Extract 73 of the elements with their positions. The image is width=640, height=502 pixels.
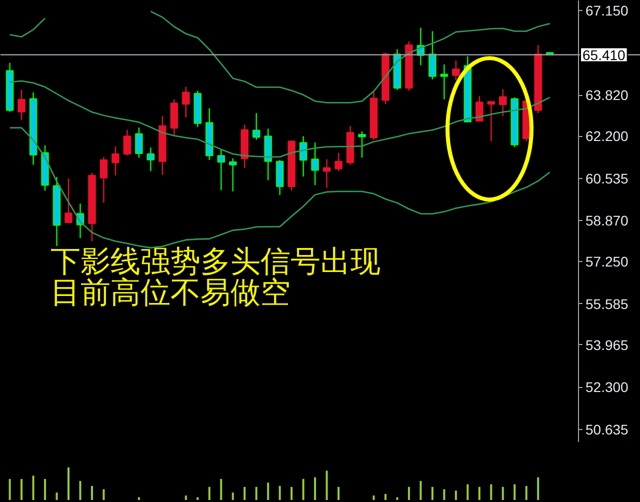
y-tick-label: 52.300 <box>586 379 629 396</box>
bar <box>466 484 469 500</box>
bar <box>278 486 281 500</box>
candlestick <box>18 89 26 121</box>
bar <box>232 492 234 500</box>
y-tick-label: 67.150 <box>586 2 629 19</box>
candlestick <box>440 64 448 100</box>
ref-line-label: 65.410 <box>582 46 626 63</box>
bar <box>220 478 222 500</box>
annotation: 目前高位不易做空 <box>50 276 290 311</box>
bar <box>420 480 422 500</box>
bar <box>478 486 480 500</box>
bar <box>454 490 457 500</box>
candlestick <box>228 158 237 192</box>
bar <box>338 486 340 500</box>
line-series <box>9 127 551 248</box>
bar <box>32 476 34 500</box>
y-tick-label: 63.820 <box>586 87 629 104</box>
candlestick <box>498 88 507 117</box>
candlestick <box>123 129 132 156</box>
y-tick-label: 62.200 <box>586 128 629 144</box>
bar <box>372 496 375 500</box>
bar <box>502 486 504 500</box>
bar <box>79 480 82 500</box>
candlestick <box>64 178 72 223</box>
bar <box>314 477 316 500</box>
candlestick <box>217 149 226 191</box>
candlestick <box>112 146 120 176</box>
bar <box>443 489 446 500</box>
candlestick <box>322 158 331 188</box>
bar <box>326 470 328 500</box>
candlestick <box>252 112 260 140</box>
bar <box>490 484 492 500</box>
candlestick <box>135 126 143 158</box>
bar <box>208 486 210 500</box>
bar <box>8 478 11 500</box>
bar <box>90 486 93 500</box>
bar <box>290 486 293 500</box>
bar <box>396 497 398 500</box>
candlestick <box>100 156 108 204</box>
bar <box>184 496 187 500</box>
y-tick-label: 58.870 <box>586 212 629 229</box>
candlestick <box>146 146 155 172</box>
bar <box>20 478 23 500</box>
bar <box>302 478 304 500</box>
bar <box>196 497 199 500</box>
candlestick <box>358 130 366 158</box>
bar <box>68 467 70 500</box>
y-tick-label: 55.585 <box>586 296 629 312</box>
candlestick <box>476 95 484 122</box>
bar <box>537 477 540 500</box>
bar <box>431 486 434 500</box>
y-tick-label: 50.635 <box>586 421 629 438</box>
bar <box>44 478 46 500</box>
bar <box>408 486 410 500</box>
bar <box>244 486 246 500</box>
y-tick-label: 60.535 <box>586 170 629 186</box>
y-tick-label: 53.965 <box>586 336 629 353</box>
bar <box>138 497 140 500</box>
candlestick <box>487 100 496 142</box>
bar <box>56 492 58 500</box>
candlestick <box>334 152 342 172</box>
candlestick <box>311 142 319 186</box>
bar <box>525 486 528 500</box>
bar <box>102 489 105 500</box>
candlestick <box>182 86 190 118</box>
y-tick-label: 57.250 <box>586 254 629 270</box>
bar <box>267 482 270 500</box>
candlestick <box>299 136 308 178</box>
bar <box>384 494 386 500</box>
bar <box>514 484 516 500</box>
candlestick <box>428 30 436 80</box>
candlestick <box>452 60 460 81</box>
